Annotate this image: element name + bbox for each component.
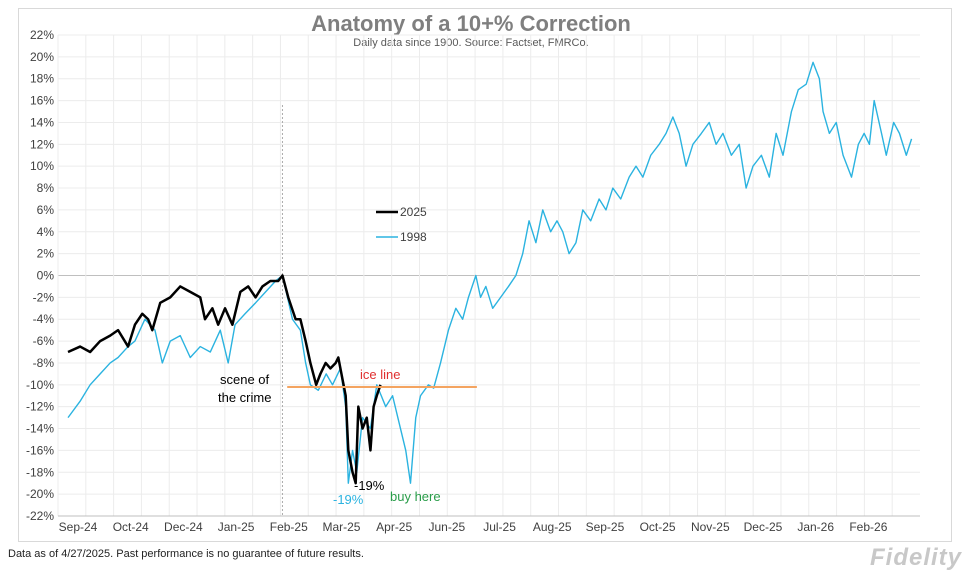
x-tick-label: Mar-25 [322, 520, 360, 534]
y-tick-label: -16% [26, 443, 54, 457]
x-tick-label: Oct-24 [113, 520, 149, 534]
y-tick-label: 6% [37, 203, 55, 217]
x-tick-label: Oct-25 [640, 520, 676, 534]
annotation-1998-low: -19% [333, 492, 364, 507]
y-tick-label: -18% [26, 465, 54, 479]
y-tick-label: -4% [33, 312, 55, 326]
y-tick-label: -8% [33, 356, 55, 370]
x-tick-label: Feb-26 [849, 520, 887, 534]
x-tick-label: Sep-25 [586, 520, 625, 534]
x-tick-label: Nov-25 [691, 520, 730, 534]
y-tick-label: 0% [37, 269, 55, 283]
y-tick-label: 2% [37, 247, 55, 261]
annotation-scene-of: scene of [220, 372, 270, 387]
y-tick-label: 22% [30, 28, 54, 42]
annotation-2025-low: -19% [354, 478, 385, 493]
y-tick-label: -12% [26, 400, 54, 414]
y-tick-label: -6% [33, 334, 55, 348]
legend-label-2025: 2025 [400, 205, 427, 219]
chart-title: Anatomy of a 10+% Correction [311, 11, 631, 36]
y-tick-label: -10% [26, 378, 54, 392]
chart-frame [18, 8, 952, 542]
fidelity-logo: Fidelity [869, 544, 962, 571]
y-tick-label: 16% [30, 94, 54, 108]
y-tick-label: -14% [26, 422, 54, 436]
x-tick-label: Dec-24 [164, 520, 203, 534]
y-tick-label: 18% [30, 72, 54, 86]
y-tick-label: 20% [30, 50, 54, 64]
y-tick-label: -2% [33, 290, 55, 304]
x-tick-label: Dec-25 [744, 520, 783, 534]
ice-line-label: ice line [360, 367, 400, 382]
x-tick-label: Feb-25 [270, 520, 308, 534]
footer-disclaimer: Data as of 4/27/2025. Past performance i… [8, 548, 364, 560]
x-tick-label: Jan-26 [797, 520, 834, 534]
x-tick-label: Jan-25 [218, 520, 255, 534]
y-tick-label: -20% [26, 487, 54, 501]
y-tick-label: 8% [37, 181, 55, 195]
series-line-2025 [67, 274, 382, 485]
x-tick-label: Jun-25 [428, 520, 465, 534]
legend-label-1998: 1998 [400, 230, 427, 244]
y-tick-label: 14% [30, 115, 54, 129]
annotation-buy-here: buy here [390, 489, 441, 504]
y-tick-label: 4% [37, 225, 55, 239]
chart-subtitle: Daily data since 1900. Source: Factset, … [353, 37, 588, 49]
x-tick-label: Sep-24 [59, 520, 98, 534]
y-tick-label: -22% [26, 509, 54, 523]
x-tick-label: Aug-25 [533, 520, 572, 534]
y-tick-label: 10% [30, 159, 54, 173]
y-tick-label: 12% [30, 137, 54, 151]
x-tick-label: Apr-25 [376, 520, 412, 534]
series-line-1998 [67, 61, 913, 484]
annotation-the-crime: the crime [218, 390, 271, 405]
legend: 2025 1998 [376, 205, 427, 244]
x-tick-label: Jul-25 [483, 520, 516, 534]
